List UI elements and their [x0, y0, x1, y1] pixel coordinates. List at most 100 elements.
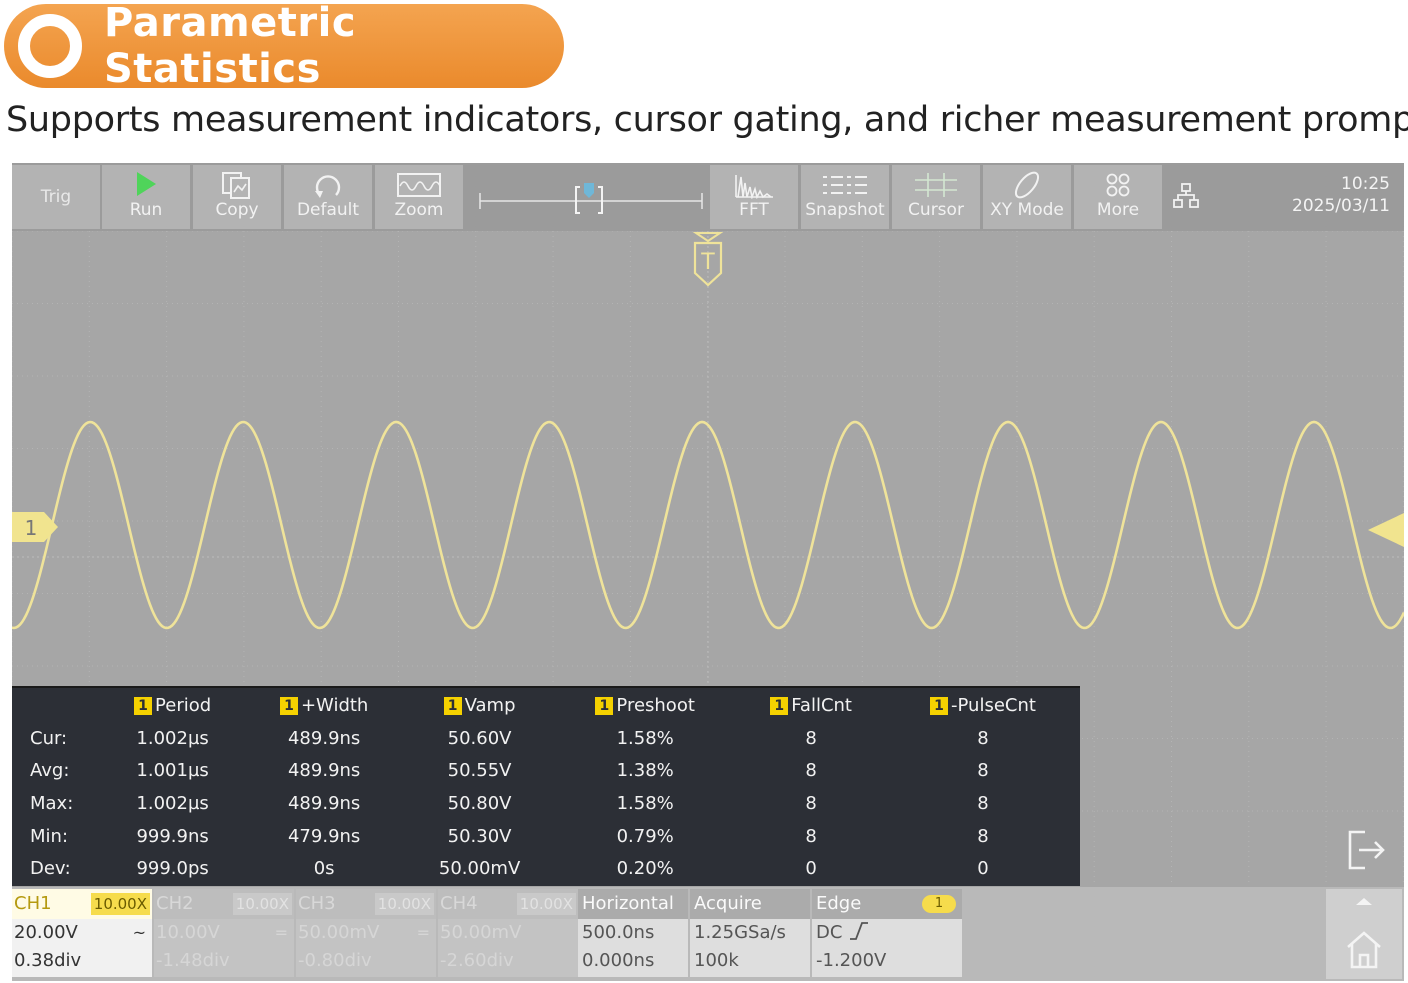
- measurement-value: 8: [805, 792, 817, 814]
- measurement-header-label: Period: [155, 694, 212, 716]
- toolbar: Trig Run Copy Default Zoom: [12, 163, 1404, 231]
- measurement-value: 489.9ns: [287, 792, 361, 814]
- ch3-probe: 10.00X: [374, 893, 434, 915]
- edge-trigger-panel[interactable]: Edge 1 DC -1.200V: [812, 889, 962, 979]
- measurement-value: 489.9ns: [287, 760, 361, 782]
- measurement-statistics-panel: 1 Period 1 +Width 1 Vamp 1 Preshoot 1 FallCnt 1 -Pu…: [12, 686, 1080, 886]
- chevron-up-icon[interactable]: [1356, 898, 1372, 905]
- trigger-level-marker[interactable]: [1366, 513, 1404, 547]
- measurement-table: 1 Period 1 +Width 1 Vamp 1 Preshoot 1 FallCnt 1 -Pu…: [12, 688, 1080, 885]
- fft-label: FFT: [739, 200, 769, 220]
- measurement-row: Max: 1.002µs 489.9ns 50.80V 1.58% 8 8: [12, 787, 1080, 820]
- snapshot-button[interactable]: Snapshot: [801, 165, 889, 229]
- measurement-value: 999.0ps: [136, 858, 209, 880]
- zoom-icon: [375, 165, 463, 201]
- default-label: Default: [296, 200, 360, 220]
- ch2-offset: -1.48div: [156, 950, 230, 971]
- section-banner: Parametric Statistics: [4, 0, 564, 92]
- row-label: Avg:: [30, 760, 70, 782]
- acquire-title: Acquire: [690, 889, 810, 919]
- measurement-row: Dev: 999.0ps 0s 50.00mV 0.20% 0 0: [12, 852, 1080, 885]
- copy-button[interactable]: Copy: [193, 165, 281, 229]
- edge-coupling: DC: [816, 922, 843, 943]
- ch3-offset: -0.80div: [298, 950, 372, 971]
- measurement-value: 489.9ns: [287, 727, 361, 749]
- copy-label: Copy: [215, 200, 259, 220]
- measurement-value: 8: [977, 727, 989, 749]
- ch2-probe: 10.00X: [232, 893, 292, 915]
- edge-title: Edge: [816, 893, 862, 914]
- measurement-value: 8: [805, 825, 817, 847]
- measurement-header[interactable]: 1 Preshoot: [554, 688, 736, 722]
- ch1-panel[interactable]: CH1 10.00X 20.00V 0.38div ~: [12, 889, 152, 979]
- xy-mode-button[interactable]: XY Mode: [983, 165, 1071, 229]
- status-bar: CH1 10.00X 20.00V 0.38div ~ CH2 10.00X 10.00…: [12, 887, 1404, 981]
- measurement-header-label: Preshoot: [616, 694, 695, 716]
- fft-button[interactable]: FFT: [710, 165, 798, 229]
- channel-badge: 1: [930, 696, 949, 715]
- measurement-value: 1.002µs: [136, 792, 209, 814]
- measurement-value: 8: [977, 825, 989, 847]
- acquire-panel[interactable]: Acquire 1.25GSa/s 100k: [690, 889, 810, 979]
- run-button[interactable]: Run: [102, 165, 190, 229]
- measurement-value: 1.58%: [616, 727, 674, 749]
- horizontal-title: Horizontal: [578, 889, 688, 919]
- measurement-row: Min: 999.9ns 479.9ns 50.30V 0.79% 8 8: [12, 820, 1080, 853]
- banner-title: Parametric Statistics: [104, 0, 357, 92]
- ch1-level-marker[interactable]: 1: [12, 510, 60, 544]
- measurement-value: 50.60V: [447, 727, 512, 749]
- measurement-value: 1.001µs: [136, 760, 209, 782]
- copy-icon: [193, 165, 281, 201]
- measurement-header[interactable]: 1 -PulseCnt: [886, 688, 1080, 722]
- ch1-probe: 10.00X: [90, 893, 150, 915]
- network-button[interactable]: [1165, 165, 1207, 229]
- measurement-value: 999.9ns: [136, 825, 209, 847]
- zoom-label: Zoom: [394, 200, 444, 220]
- measurement-header[interactable]: 1 Vamp: [405, 688, 554, 722]
- home-panel: [1326, 889, 1402, 979]
- row-label: Max:: [30, 792, 74, 814]
- ch4-name: CH4: [440, 893, 478, 914]
- measurement-value: 50.00mV: [438, 858, 521, 880]
- more-label: More: [1096, 200, 1140, 220]
- horizontal-panel[interactable]: Horizontal 500.0ns 0.000ns: [578, 889, 688, 979]
- trigger-position-marker[interactable]: T: [692, 231, 724, 287]
- ch2-coupling: =: [274, 923, 288, 942]
- measurement-header[interactable]: 1 FallCnt: [736, 688, 886, 722]
- measurement-value: 8: [977, 792, 989, 814]
- ch2-panel[interactable]: CH2 10.00X 10.00V -1.48div =: [154, 889, 294, 979]
- snapshot-label: Snapshot: [805, 200, 885, 220]
- memory-position-slider[interactable]: [474, 165, 708, 229]
- measurement-value: 1.002µs: [136, 727, 209, 749]
- cursor-button[interactable]: Cursor: [892, 165, 980, 229]
- measurement-value: 0s: [313, 858, 335, 880]
- measurement-row: Cur: 1.002µs 489.9ns 50.60V 1.58% 8 8: [12, 722, 1080, 755]
- measurement-value: 50.55V: [447, 760, 512, 782]
- measurement-row: Avg: 1.001µs 489.9ns 50.55V 1.38% 8 8: [12, 755, 1080, 788]
- exit-icon[interactable]: [1345, 828, 1389, 872]
- measurement-header[interactable]: 1 +Width: [243, 688, 405, 722]
- ch1-coupling: ~: [132, 923, 146, 942]
- clock-time: 10:25: [1341, 174, 1390, 194]
- ch3-panel[interactable]: CH3 10.00X 50.00mV -0.80div =: [296, 889, 436, 979]
- default-button[interactable]: Default: [284, 165, 372, 229]
- ch1-scale: 20.00V: [14, 922, 78, 943]
- trig-button[interactable]: Trig: [12, 165, 100, 229]
- measurement-value: 1.58%: [616, 792, 674, 814]
- ch1-waveform: [12, 420, 1404, 630]
- ch4-offset: -2.60div: [440, 950, 514, 971]
- zoom-button[interactable]: Zoom: [375, 165, 463, 229]
- ch4-panel[interactable]: CH4 10.00X 50.00mV -2.60div: [438, 889, 578, 979]
- channel-badge: 1: [279, 696, 298, 715]
- home-icon[interactable]: [1347, 931, 1381, 969]
- measurement-header-label: -PulseCnt: [951, 694, 1036, 716]
- reset-icon: [284, 165, 372, 201]
- xy-ellipse-icon: [983, 165, 1071, 201]
- network-icon: [1165, 165, 1207, 208]
- horizontal-timebase: 500.0ns: [582, 922, 655, 943]
- horizontal-position: 0.000ns: [582, 950, 655, 971]
- measurement-value: 1.38%: [616, 760, 674, 782]
- more-button[interactable]: More: [1074, 165, 1162, 229]
- measurement-header[interactable]: 1 Period: [102, 688, 243, 722]
- measurement-header-label: FallCnt: [791, 694, 852, 716]
